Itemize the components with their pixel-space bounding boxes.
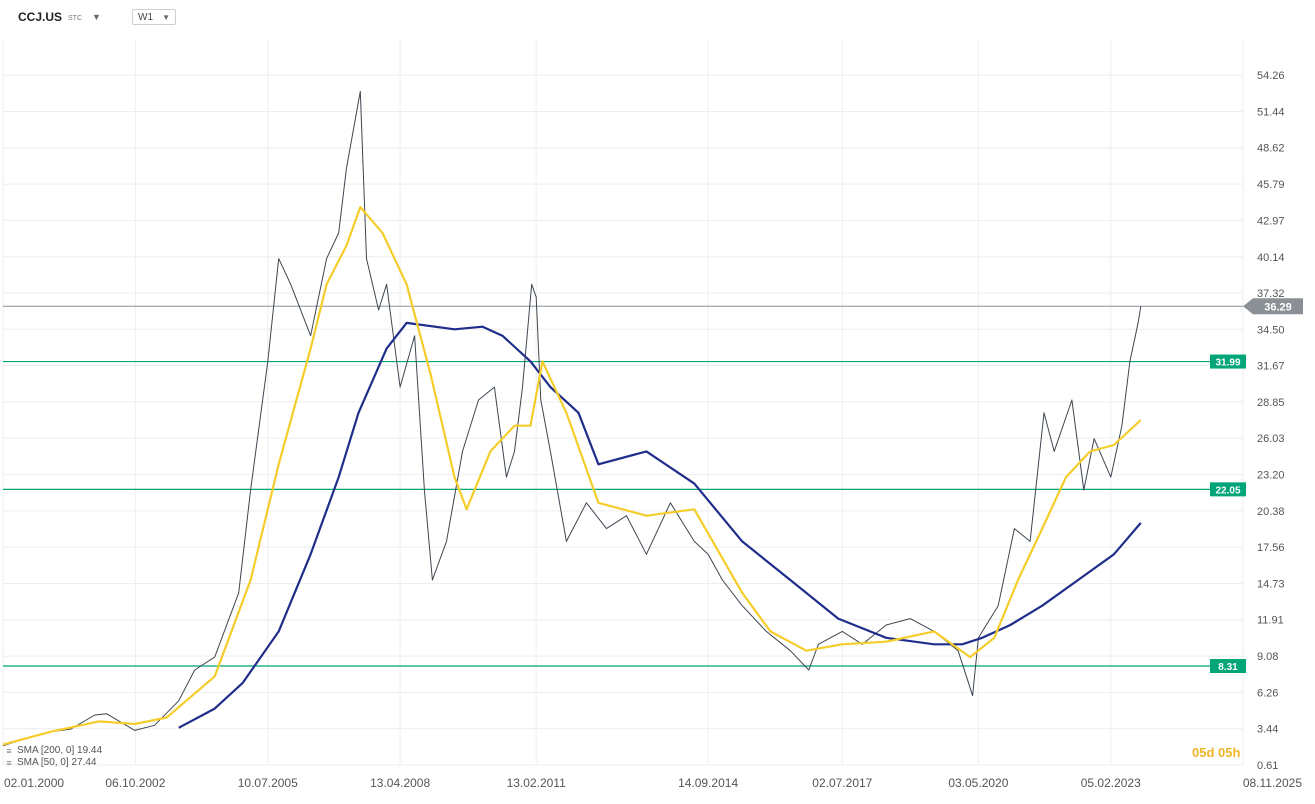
level-label: 31.99 <box>1215 358 1240 369</box>
level-badge <box>1210 482 1246 497</box>
x-tick-label: 03.05.2020 <box>948 776 1008 790</box>
y-tick-label: 20.38 <box>1257 506 1285 518</box>
series <box>2 90 1142 747</box>
timeframe-select[interactable]: W1 ▼ <box>132 9 176 25</box>
lines-icon: ≡ <box>6 758 12 768</box>
symbol-selector[interactable]: CCJ.US STC ▼ <box>18 8 101 26</box>
y-tick-label: 28.85 <box>1257 397 1285 409</box>
y-tick-label: 42.97 <box>1257 215 1285 227</box>
indicator-sma200[interactable]: ≡ SMA [200, 0] 19.44 <box>4 745 102 757</box>
last-price-badge <box>1243 298 1303 315</box>
sma200-series-line <box>178 321 1142 729</box>
x-tick-label: 02.07.2017 <box>812 776 872 790</box>
symbol-suffix: STC <box>68 15 83 22</box>
sma50-series-line <box>2 206 1142 746</box>
y-tick-label: 48.62 <box>1257 143 1285 155</box>
price-series-line <box>2 90 1142 747</box>
lines-icon: ≡ <box>6 746 12 756</box>
caret-down-icon[interactable]: ▼ <box>162 12 170 22</box>
y-tick-label: 23.20 <box>1257 470 1285 482</box>
caret-down-icon[interactable]: ▼ <box>92 12 101 22</box>
y-tick-label: 9.08 <box>1257 651 1278 663</box>
x-tick-label: 14.09.2014 <box>678 776 738 790</box>
grid <box>2 40 1244 766</box>
symbol-name[interactable]: CCJ.US <box>18 10 63 24</box>
y-tick-label: 31.67 <box>1257 361 1285 373</box>
y-tick-label: 51.44 <box>1257 106 1285 118</box>
y-tick-label: 40.14 <box>1257 252 1285 264</box>
y-tick-label: 17.56 <box>1257 542 1285 554</box>
y-tick-label: 34.50 <box>1257 324 1285 336</box>
level-badges: 31.99 22.05 8.31 36.29 <box>1210 298 1303 674</box>
y-tick-label: 14.73 <box>1257 578 1285 590</box>
level-label: 22.05 <box>1215 485 1240 496</box>
last-price-label: 36.29 <box>1264 301 1292 313</box>
level-label: 8.31 <box>1218 662 1238 673</box>
y-tick-label: 45.79 <box>1257 179 1285 191</box>
level-badge <box>1210 659 1246 674</box>
timeframe-value: W1 <box>138 11 153 23</box>
y-tick-label: 3.44 <box>1257 724 1278 736</box>
x-tick-label: 05.02.2023 <box>1081 776 1141 790</box>
y-tick-label: 6.26 <box>1257 687 1278 699</box>
indicator-legend: ≡ SMA [200, 0] 19.44 ≡ SMA [50, 0] 27.44 <box>4 745 102 769</box>
level-badge <box>1210 354 1246 369</box>
y-tick-label: 11.91 <box>1257 615 1284 627</box>
x-tick-label: 08.11.2025 <box>1243 776 1302 790</box>
y-tick-label: 37.32 <box>1257 288 1285 300</box>
horizontal-levels[interactable] <box>3 305 1246 667</box>
y-tick-label: 0.61 <box>1257 760 1278 772</box>
indicator-sma50[interactable]: ≡ SMA [50, 0] 27.44 <box>4 757 102 769</box>
x-tick-label: 13.02.2011 <box>507 776 566 790</box>
x-axis: 02.01.2000 06.10.2002 10.07.2005 13.04.2008… <box>4 776 1302 790</box>
y-axis: 54.26 51.44 48.62 45.79 42.97 40.14 37.32 34.50… <box>1257 70 1285 772</box>
x-tick-label: 06.10.2002 <box>105 776 165 790</box>
y-tick-label: 54.26 <box>1257 70 1285 82</box>
candle-countdown: 05d 05h <box>1192 745 1241 760</box>
x-tick-label: 13.04.2008 <box>370 776 430 790</box>
indicator-sma200-label: SMA [200, 0] 19.44 <box>17 745 103 756</box>
y-tick-label: 26.03 <box>1257 433 1285 445</box>
x-tick-label: 02.01.2000 <box>4 776 64 790</box>
indicator-sma50-label: SMA [50, 0] 27.44 <box>17 757 97 768</box>
x-tick-label: 10.07.2005 <box>238 776 298 790</box>
